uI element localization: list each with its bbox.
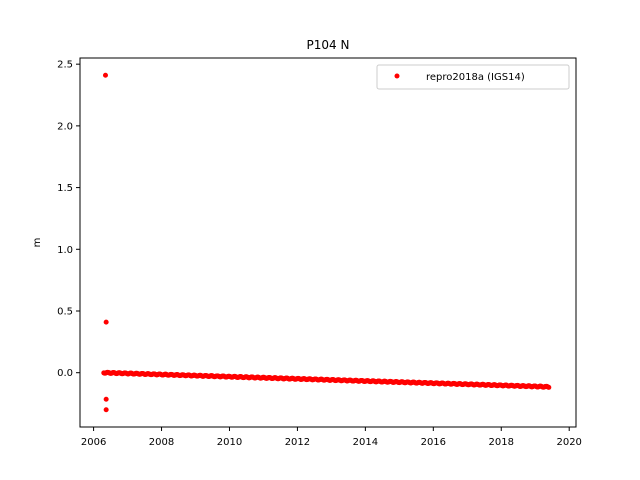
chart-title: P104 N bbox=[307, 38, 350, 52]
data-point bbox=[103, 407, 109, 413]
y-tick-label: 2.0 bbox=[57, 121, 73, 132]
x-axis: 2006 2008 2010 2012 2014 2016 2018 2020 bbox=[81, 427, 582, 448]
y-tick-label: 1.5 bbox=[57, 183, 73, 194]
data-point bbox=[103, 319, 109, 325]
y-tick-label: 2.5 bbox=[57, 60, 73, 71]
y-axis-label: m bbox=[32, 238, 43, 248]
y-axis: 0.0 0.5 1.0 1.5 2.0 2.5 bbox=[57, 60, 80, 379]
x-tick-label: 2008 bbox=[149, 437, 174, 448]
x-tick-label: 2012 bbox=[285, 437, 310, 448]
x-tick-label: 2006 bbox=[81, 437, 106, 448]
y-tick-label: 1.0 bbox=[57, 245, 73, 256]
x-tick-label: 2014 bbox=[353, 437, 378, 448]
legend-box bbox=[376, 64, 570, 90]
data-point bbox=[102, 72, 108, 78]
x-tick-label: 2016 bbox=[421, 437, 446, 448]
x-tick-label: 2018 bbox=[489, 437, 514, 448]
x-tick-label: 2010 bbox=[217, 437, 242, 448]
data-layer bbox=[101, 72, 552, 413]
plot-frame bbox=[79, 57, 577, 428]
y-tick-label: 0.0 bbox=[57, 368, 73, 379]
legend-label: repro2018a (IGS14) bbox=[426, 72, 525, 83]
y-tick-label: 0.5 bbox=[57, 306, 73, 317]
legend: repro2018a (IGS14) bbox=[376, 64, 570, 90]
x-tick-label: 2020 bbox=[556, 437, 581, 448]
data-point bbox=[103, 396, 109, 402]
legend-marker bbox=[394, 73, 400, 79]
data-point bbox=[546, 384, 552, 390]
